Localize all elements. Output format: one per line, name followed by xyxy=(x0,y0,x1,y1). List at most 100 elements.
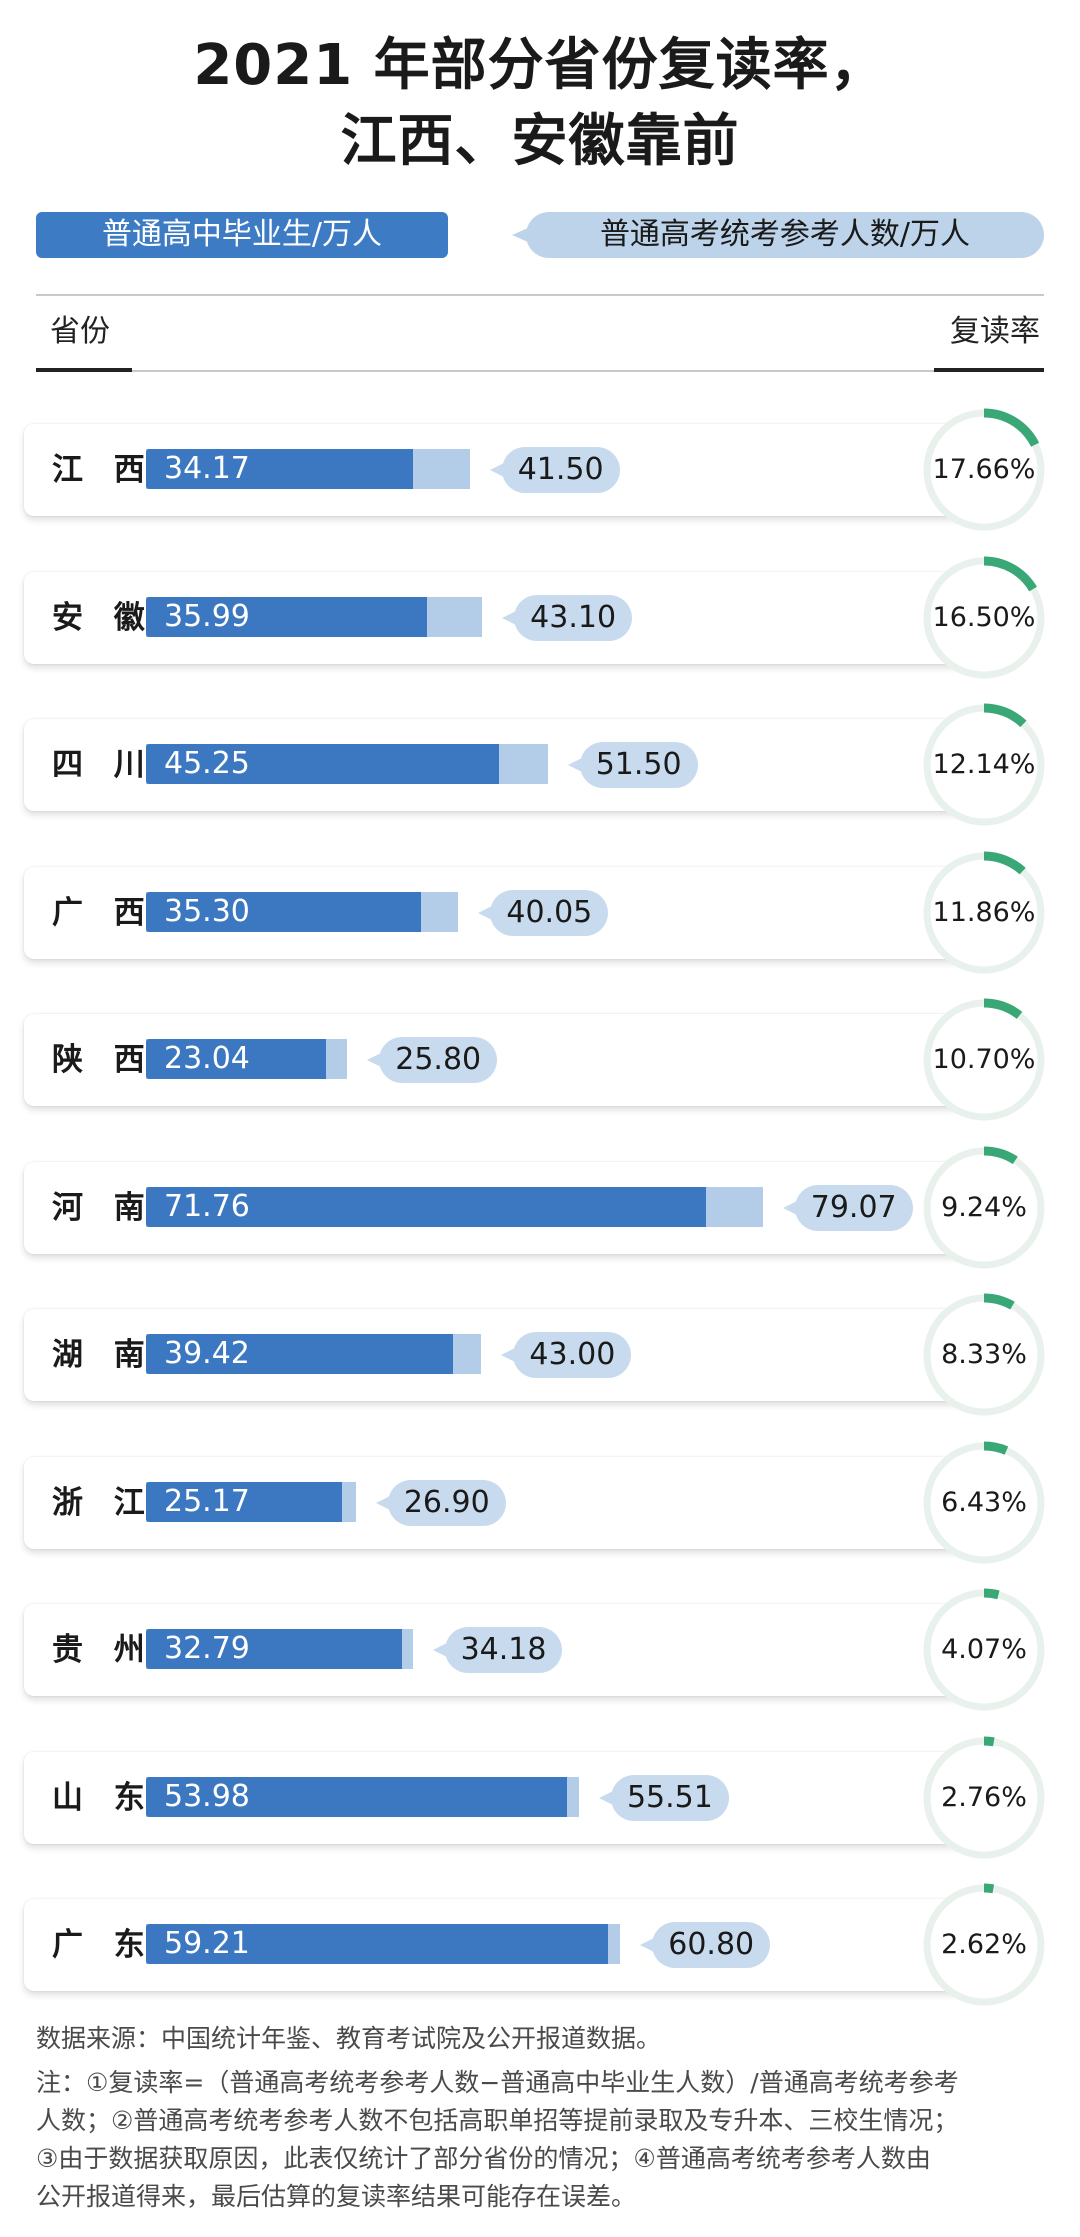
rate-value: 2.76% xyxy=(941,1781,1027,1813)
rate-value: 16.50% xyxy=(932,601,1036,633)
province-row: 浙 江 25.17 26.90 6.43% xyxy=(24,1441,1046,1564)
province-row: 安 徽 35.99 43.10 16.50% xyxy=(24,556,1046,679)
province-row: 贵 州 32.79 34.18 4.07% xyxy=(24,1588,1046,1712)
graduates-value: 45.25 xyxy=(164,746,250,781)
province-row: 河 南 71.76 79.07 9.24% xyxy=(24,1146,1046,1269)
ring-arc xyxy=(922,1146,1046,1269)
graduates-bar xyxy=(146,744,499,784)
graduates-bar xyxy=(146,1334,454,1374)
legend-graduates: 普通高中毕业生/万人 xyxy=(36,212,448,258)
province-row: 江 西 34.17 41.50 17.66% xyxy=(24,408,1046,532)
graduates-value: 35.30 xyxy=(164,893,250,929)
province-label: 浙 江 xyxy=(52,1484,155,1521)
province-label: 贵 州 xyxy=(52,1632,155,1668)
province-row: 广 西 35.30 40.05 11.86% xyxy=(24,851,1046,974)
ring-background xyxy=(924,1295,1044,1415)
graduates-bar xyxy=(146,891,422,932)
graduates-bar xyxy=(146,1481,343,1522)
rate-ring xyxy=(922,1441,1046,1564)
ring-background xyxy=(924,1737,1044,1858)
graduates-bar xyxy=(146,1776,568,1817)
ring-background xyxy=(924,1000,1044,1120)
province-label: 安 徽 xyxy=(52,599,155,636)
graduates-value: 35.99 xyxy=(164,598,250,634)
examinees-value: 55.51 xyxy=(598,1774,729,1821)
province-label: 广 西 xyxy=(52,894,155,931)
graduates-value: 39.42 xyxy=(164,1336,250,1371)
graduates-bar xyxy=(146,1039,326,1079)
ring-background xyxy=(924,1147,1044,1268)
province-label: 广 东 xyxy=(52,1927,155,1963)
header-top-divider xyxy=(36,294,1044,296)
graduates-value: 23.04 xyxy=(164,1041,250,1076)
ring-background xyxy=(924,1885,1044,2005)
note-line-2: 人数；②普通高考统考参考人数不包括高职单招等提前录取及专升本、三校生情况； xyxy=(36,2106,959,2135)
graduates-bar xyxy=(146,596,427,637)
rate-value: 4.07% xyxy=(941,1634,1027,1665)
chart-title: 2021 年部分省份复读率， 江西、安徽靠前 xyxy=(0,28,1080,180)
notes-section: 数据来源：中国统计年鉴、教育考试院及公开报道数据。 注：①复读率=（普通高考统考… xyxy=(36,2020,1046,2216)
examinees-value: 41.50 xyxy=(489,447,620,493)
note-line-1: 注：①复读率=（普通高考统考参考人数−普通高中毕业生人数）/普通高考统考参考 xyxy=(36,2068,959,2097)
rate-value: 10.70% xyxy=(932,1044,1036,1075)
province-row: 陕 西 23.04 25.80 10.70% xyxy=(24,998,1046,1122)
rate-ring xyxy=(922,408,1046,532)
rate-value: 12.14% xyxy=(932,749,1036,780)
ring-background xyxy=(924,1590,1044,1710)
graduates-value: 71.76 xyxy=(164,1188,250,1224)
province-label: 四 川 xyxy=(52,747,155,783)
title-line-2: 江西、安徽靠前 xyxy=(340,109,740,174)
rate-ring xyxy=(922,1588,1046,1712)
province-row: 山 东 53.98 55.51 2.76% xyxy=(24,1736,1046,1859)
rate-value: 8.33% xyxy=(941,1339,1027,1370)
province-label: 湖 南 xyxy=(52,1337,155,1373)
ring-arc xyxy=(922,998,1046,1122)
rate-ring xyxy=(922,1293,1046,1417)
rate-ring xyxy=(922,556,1046,679)
province-row: 湖 南 39.42 43.00 8.33% xyxy=(24,1293,1046,1417)
header-rate: 复读率 xyxy=(950,314,1040,349)
data-source: 数据来源：中国统计年鉴、教育考试院及公开报道数据。 xyxy=(36,2024,662,2053)
rate-value: 2.62% xyxy=(941,1929,1027,1960)
ring-background xyxy=(924,410,1044,530)
header-province: 省份 xyxy=(50,314,110,349)
rate-value: 17.66% xyxy=(932,454,1036,485)
ring-arc xyxy=(922,1736,1046,1859)
graduates-value: 34.17 xyxy=(164,451,250,486)
graduates-bar xyxy=(146,1186,706,1227)
province-row: 四 川 45.25 51.50 12.14% xyxy=(24,703,1046,827)
examinees-value: 60.80 xyxy=(640,1922,771,1968)
examinees-value: 51.50 xyxy=(567,742,698,788)
ring-arc xyxy=(922,703,1046,827)
ring-background xyxy=(924,705,1044,825)
graduates-bar xyxy=(146,1629,402,1669)
province-label: 陕 西 xyxy=(52,1042,155,1078)
graduates-value: 53.98 xyxy=(164,1778,250,1814)
rate-ring xyxy=(922,998,1046,1122)
examinees-value: 40.05 xyxy=(478,889,609,936)
graduates-value: 25.17 xyxy=(164,1483,250,1519)
rate-ring xyxy=(922,1146,1046,1269)
examinees-value: 43.00 xyxy=(501,1332,632,1378)
rate-value: 9.24% xyxy=(941,1191,1027,1223)
examinees-value: 26.90 xyxy=(375,1479,506,1526)
province-label: 河 南 xyxy=(52,1189,155,1226)
graduates-value: 59.21 xyxy=(164,1926,250,1961)
ring-background xyxy=(924,1442,1044,1563)
rate-ring xyxy=(922,1883,1046,2007)
examinees-value: 34.18 xyxy=(432,1627,563,1673)
ring-background xyxy=(924,557,1044,678)
graduates-value: 32.79 xyxy=(164,1631,250,1666)
ring-arc xyxy=(922,851,1046,974)
header-province-underline xyxy=(36,368,132,372)
note-line-3: ③由于数据获取原因，此表仅统计了部分省份的情况；④普通高考统考参考人数由 xyxy=(36,2144,931,2173)
ring-arc xyxy=(922,1293,1046,1417)
province-row: 广 东 59.21 60.80 2.62% xyxy=(24,1883,1046,2007)
ring-arc xyxy=(922,1441,1046,1564)
province-label: 山 东 xyxy=(52,1779,155,1816)
examinees-value: 79.07 xyxy=(782,1184,913,1231)
province-label: 江 西 xyxy=(52,452,155,488)
ring-background xyxy=(924,852,1044,973)
ring-arc xyxy=(922,408,1046,532)
ring-arc xyxy=(922,556,1046,679)
